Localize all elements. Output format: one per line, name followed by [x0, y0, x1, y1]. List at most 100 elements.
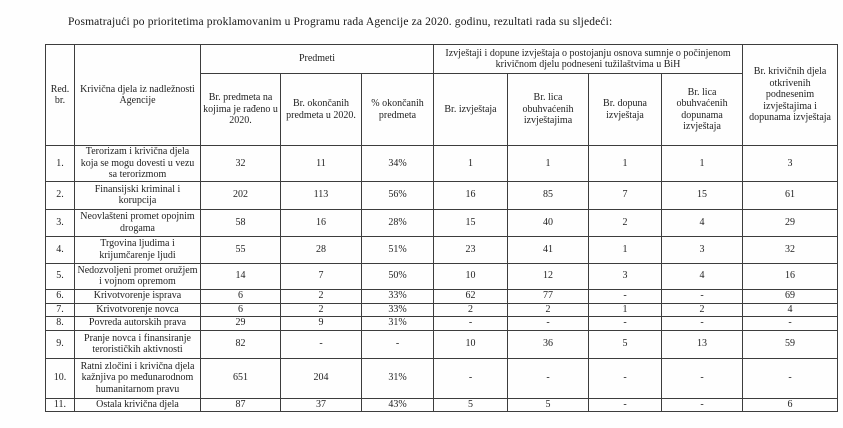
- table-row: 9. Pranje novca i finansiranje teroristič…: [45, 329, 839, 359]
- cell-value: 5: [507, 397, 589, 412]
- cell-value: 1: [588, 235, 662, 264]
- cell-value: 16: [280, 208, 362, 237]
- cell-value: 1: [507, 145, 589, 182]
- cell-value: -: [588, 357, 662, 399]
- cell-value: 9: [280, 315, 362, 331]
- cell-value: -: [280, 329, 362, 359]
- row-number: 11.: [45, 397, 75, 412]
- cell-value: 15: [433, 208, 508, 237]
- cell-value: 28: [280, 235, 362, 264]
- cell-value: 82: [200, 329, 281, 359]
- header-sub-row: Br. predmeta na kojima je rađeno u 2020.…: [46, 73, 838, 146]
- cell-value: 4: [660, 208, 744, 237]
- cell-value: 31%: [361, 357, 434, 399]
- cell-value: 6: [742, 397, 839, 412]
- cell-value: -: [507, 357, 589, 399]
- cell-value: 2: [280, 288, 362, 304]
- cell-value: 10: [433, 262, 508, 290]
- table-row: 8. Povreda autorskih prava 29 9 31% - - - - -: [45, 315, 839, 331]
- row-number: 3.: [45, 208, 75, 237]
- cell-value: 204: [280, 357, 362, 399]
- cell-value: 61: [742, 180, 839, 210]
- cell-value: 87: [200, 397, 281, 412]
- cell-value: 16: [433, 180, 508, 210]
- row-number: 8.: [45, 315, 75, 331]
- cell-value: 32: [200, 145, 281, 182]
- cell-value: 3: [660, 235, 744, 264]
- header-pct-okoncanih: % okončanih predmeta: [361, 73, 434, 146]
- cell-value: -: [742, 357, 839, 399]
- cell-value: 202: [200, 180, 281, 210]
- cell-value: -: [742, 315, 839, 331]
- header-krivicna-djela: Krivična djela iz nadležnosti Agencije: [74, 44, 201, 146]
- cell-value: 85: [507, 180, 589, 210]
- cell-value: -: [660, 315, 744, 331]
- cell-value: 34%: [361, 145, 434, 182]
- crime-category: Trgovina ljudima i krijumčarenje ljudi: [74, 235, 201, 264]
- cell-value: 15: [660, 180, 744, 210]
- cell-value: 11: [280, 145, 362, 182]
- cell-value: 2: [280, 302, 362, 317]
- crime-category: Pranje novca i finansiranje teroristički…: [74, 329, 201, 359]
- cell-value: 1: [433, 145, 508, 182]
- cell-value: 50%: [361, 262, 434, 290]
- cell-value: 5: [433, 397, 508, 412]
- header-br-predmeta: Br. predmeta na kojima je rađeno u 2020.: [200, 73, 281, 146]
- row-number: 2.: [45, 180, 75, 210]
- header-group-row: Red. br. Krivična djela iz nadležnosti A…: [45, 44, 839, 146]
- cell-value: 32: [742, 235, 839, 264]
- cell-value: 55: [200, 235, 281, 264]
- table-row: 11. Ostala krivična djela 87 37 43% 5 5- -6: [45, 397, 839, 412]
- row-number: 7.: [45, 302, 75, 317]
- cell-value: 2: [588, 208, 662, 237]
- table-body: 1. Terorizam i krivična djela koja se mog…: [45, 145, 839, 412]
- table-row: 2. Finansijski kriminal i korupcija 202 113…: [45, 180, 839, 210]
- crime-category: Krivotvorenje isprava: [74, 288, 201, 304]
- cell-value: 69: [742, 288, 839, 304]
- cell-value: 7: [588, 180, 662, 210]
- header-br-lica-izvjestajima: Br. lica obuhvaćenih izvještajima: [507, 73, 589, 146]
- row-number: 10.: [45, 357, 75, 399]
- intro-paragraph: Posmatrajući po prioritetima proklamovan…: [68, 16, 613, 28]
- cell-value: 13: [660, 329, 744, 359]
- cell-value: 1: [660, 145, 744, 182]
- table-row: 6. Krivotvorenje isprava 6 2 33% 62 77- -69: [45, 288, 839, 304]
- header-br-izvjestaja: Br. izvještaja: [433, 73, 508, 146]
- cell-value: 43%: [361, 397, 434, 412]
- cell-value: 7: [280, 262, 362, 290]
- header-group-izvjestaji: Izvještaji i dopune izvještaja o postoja…: [432, 44, 744, 74]
- results-table: Red. br. Krivična djela iz nadležnosti A…: [45, 44, 839, 412]
- header-br-dopuna: Br. dopuna izvještaja: [588, 73, 662, 146]
- cell-value: 12: [507, 262, 589, 290]
- cell-value: 29: [742, 208, 839, 237]
- cell-value: 113: [280, 180, 362, 210]
- cell-value: 58: [200, 208, 281, 237]
- crime-category: Povreda autorskih prava: [74, 315, 201, 331]
- cell-value: 6: [200, 302, 281, 317]
- cell-value: 14: [200, 262, 281, 290]
- header-br-okoncanih: Br. okončanih predmeta u 2020.: [280, 73, 362, 146]
- crime-category: Neovlašteni promet opojnim drogama: [74, 208, 201, 237]
- table-row: 7. Krivotvorenje novca 6 2 33% 2 2 1 2 4: [45, 302, 839, 317]
- crime-category: Finansijski kriminal i korupcija: [74, 180, 201, 210]
- cell-value: -: [660, 397, 744, 412]
- cell-value: -: [361, 329, 434, 359]
- row-number: 4.: [45, 235, 75, 264]
- cell-value: -: [588, 288, 662, 304]
- row-number: 9.: [45, 329, 75, 359]
- cell-value: 1: [588, 302, 662, 317]
- crime-category: Krivotvorenje novca: [74, 302, 201, 317]
- cell-value: 6: [200, 288, 281, 304]
- cell-value: 56%: [361, 180, 434, 210]
- cell-value: 33%: [361, 302, 434, 317]
- cell-value: 41: [507, 235, 589, 264]
- table-row: 3. Neovlašteni promet opojnim drogama 58 16…: [45, 208, 839, 237]
- cell-value: -: [660, 357, 744, 399]
- table-row: 1. Terorizam i krivična djela koja se mog…: [45, 145, 839, 182]
- table-row: 10. Ratni zločini i krivična djela kažnji…: [45, 357, 839, 399]
- cell-value: 16: [742, 262, 839, 290]
- row-number: 6.: [45, 288, 75, 304]
- cell-value: 3: [742, 145, 839, 182]
- cell-value: 2: [507, 302, 589, 317]
